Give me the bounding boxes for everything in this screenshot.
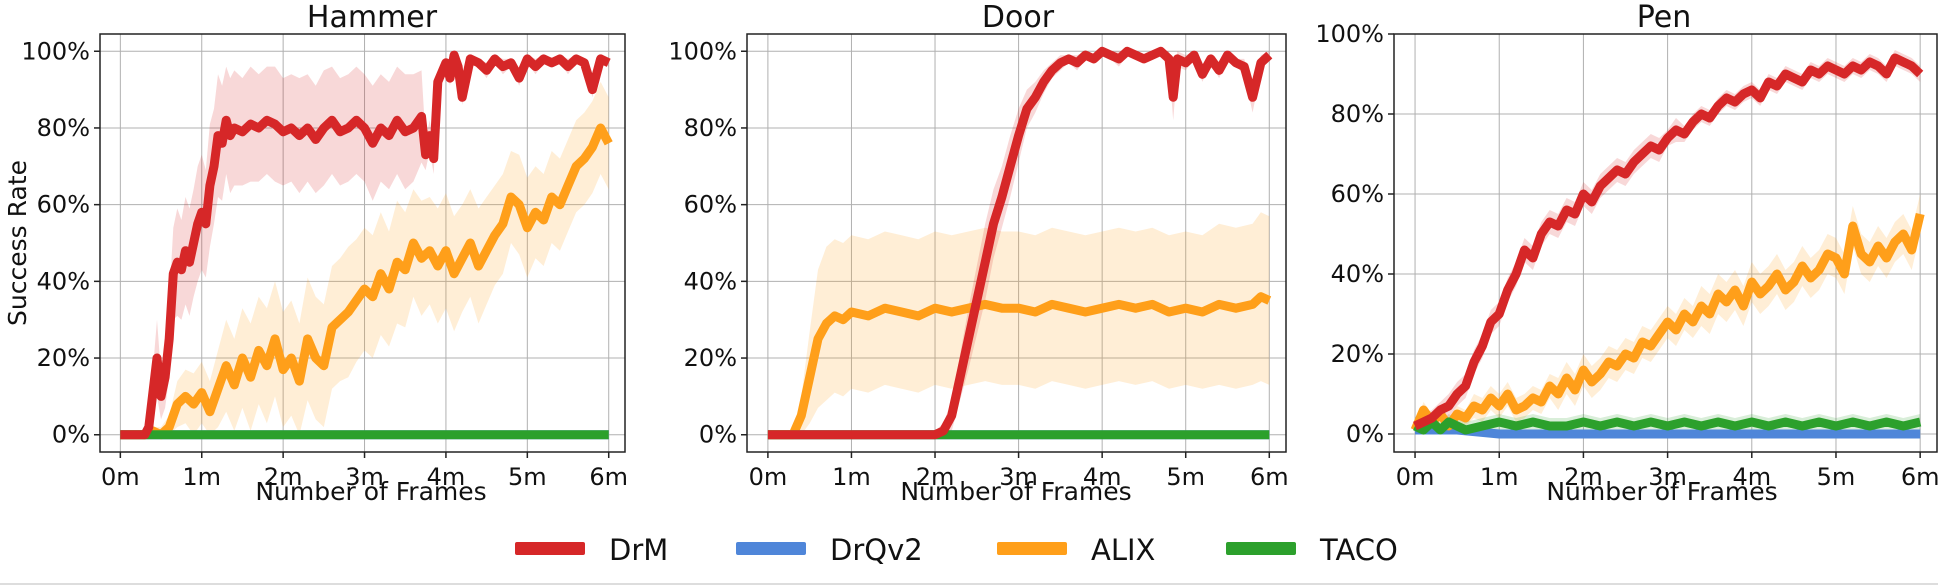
legend-swatch-taco xyxy=(1226,542,1296,555)
plot-area-hammer: 0m 1m 2m 3m 4m 5m 6m 0% 20% 40% 60% 80% 100% xyxy=(21,33,628,491)
y-tick-label: 40% xyxy=(37,267,90,295)
x-axis-label: Number of Frames xyxy=(255,477,486,506)
legend-swatch-drm xyxy=(515,542,585,555)
y-tick-label: 60% xyxy=(1331,180,1384,208)
y-tick-label: 20% xyxy=(1331,340,1384,368)
y-tick-label: 60% xyxy=(684,191,737,219)
x-tick-label: 0m xyxy=(749,463,788,491)
x-tick-label: 6m xyxy=(589,463,628,491)
x-tick-label: 0m xyxy=(1396,463,1435,491)
legend-swatch-drqv2 xyxy=(736,542,806,555)
band-alix xyxy=(767,212,1270,435)
x-tick-label: 6m xyxy=(1250,463,1289,491)
y-tick-label: 80% xyxy=(684,114,737,142)
x-tick-label: 3m xyxy=(999,463,1038,491)
x-tick-label: 1m xyxy=(1480,463,1519,491)
legend-label-drqv2: DrQv2 xyxy=(830,533,923,567)
series-line-drm xyxy=(1413,53,1924,431)
y-tick-label: 40% xyxy=(684,267,737,295)
series-line-drm xyxy=(120,50,611,440)
y-tick-label: 80% xyxy=(1331,100,1384,128)
x-axis-label: Number of Frames xyxy=(900,477,1131,506)
y-tick-label: 100% xyxy=(668,37,737,65)
y-tick-label: 100% xyxy=(21,37,90,65)
band-alix xyxy=(1415,194,1921,434)
panel-pen: Pen 0m 1m 2m 3m 4m 5m 6m 0% 20% 40% 60% 80% 100% Num… xyxy=(1315,0,1938,506)
panel-title: Pen xyxy=(1637,0,1692,35)
band-drm xyxy=(120,51,609,435)
legend: DrM DrQv2 ALIX TACO xyxy=(515,533,1398,567)
x-axis-label: Number of Frames xyxy=(1546,477,1777,506)
x-tick-label: 5m xyxy=(1817,463,1856,491)
x-tick-label: 2m xyxy=(916,463,955,491)
panel-door: Door 0m 1m 2m 3m 4m 5m 6m 0% 20% 40% 60% 80% 100% Nu… xyxy=(668,0,1288,506)
series-line-taco xyxy=(1413,417,1922,435)
series-line-drm xyxy=(767,46,1273,440)
x-tick-label: 4m xyxy=(1732,463,1771,491)
x-tick-label: 5m xyxy=(1166,463,1205,491)
legend-label-alix: ALIX xyxy=(1091,533,1155,567)
y-tick-label: 20% xyxy=(37,344,90,372)
x-tick-label: 1m xyxy=(832,463,871,491)
panel-title: Door xyxy=(982,0,1055,35)
y-tick-label: 0% xyxy=(1346,420,1384,448)
y-tick-label: 100% xyxy=(1315,20,1384,48)
x-tick-label: 3m xyxy=(345,463,384,491)
band-alix xyxy=(120,81,609,435)
series-line-alix xyxy=(1410,212,1925,432)
y-tick-label: 60% xyxy=(37,191,90,219)
panel-hammer: Hammer Success Rate 0m 1m 2m 3m 4m 5m 6m 0% 20% 4… xyxy=(3,0,628,506)
legend-label-drm: DrM xyxy=(609,533,668,567)
y-tick-label: 40% xyxy=(1331,260,1384,288)
axes-frame xyxy=(1393,33,1938,453)
plot-area-door: 0m 1m 2m 3m 4m 5m 6m 0% 20% 40% 60% 80% 100% xyxy=(668,33,1289,491)
y-tick-label: 80% xyxy=(37,114,90,142)
x-tick-label: 4m xyxy=(427,463,466,491)
series-line-drqv2 xyxy=(1415,425,1921,439)
x-tick-label: 4m xyxy=(1083,463,1122,491)
y-tick-label: 20% xyxy=(684,344,737,372)
legend-label-taco: TACO xyxy=(1319,533,1398,567)
legend-swatch-alix xyxy=(997,542,1067,555)
panel-title: Hammer xyxy=(307,0,438,35)
series-line-alix xyxy=(767,292,1272,440)
x-tick-label: 2m xyxy=(1564,463,1603,491)
x-tick-label: 0m xyxy=(101,463,140,491)
axes-frame xyxy=(99,33,626,453)
axes-frame xyxy=(746,33,1287,453)
x-tick-label: 3m xyxy=(1648,463,1687,491)
series-line-alix xyxy=(120,123,613,440)
x-tick-label: 1m xyxy=(182,463,221,491)
y-tick-label: 0% xyxy=(699,421,737,449)
x-tick-label: 5m xyxy=(508,463,547,491)
plot-area-pen: 0m 1m 2m 3m 4m 5m 6m 0% 20% 40% 60% 80% 100% xyxy=(1315,20,1938,491)
y-tick-label: 0% xyxy=(52,421,90,449)
y-axis-label: Success Rate xyxy=(3,160,32,326)
x-tick-label: 2m xyxy=(264,463,303,491)
x-tick-label: 6m xyxy=(1901,463,1938,491)
